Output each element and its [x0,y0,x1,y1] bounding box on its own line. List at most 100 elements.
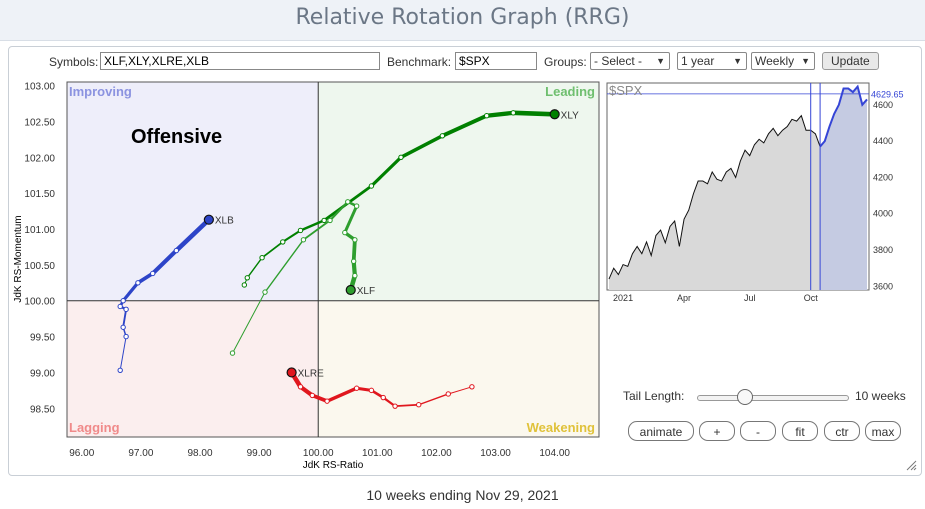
groups-select-value: - Select - [594,54,643,68]
benchmark-highlight-area [820,86,867,290]
tail-point [229,350,236,356]
benchmark-area [609,115,821,291]
tail-segment [510,110,557,117]
series-label: XLF [357,286,375,297]
frequency-select-value: Weekly [755,54,795,68]
y-tick-label: 103.00 [24,82,55,93]
tail-point [327,217,333,224]
period-select[interactable]: 1 year ▼ [677,52,747,70]
zoom-in-button[interactable]: + [699,421,735,441]
tail-segment [150,248,179,276]
series-label: XLRE [298,368,324,379]
chevron-down-icon: ▼ [733,56,742,66]
benchmark-y-tick-label: 3800 [873,245,893,255]
y-tick-label: 99.00 [30,368,55,379]
x-tick-label: 103.00 [480,448,511,459]
tail-point [120,324,126,330]
tail-length-label: Tail Length: [623,389,685,403]
tail-point [469,384,475,390]
series-xlb-head[interactable] [203,214,214,225]
tail-point [123,306,129,313]
tail-length-slider-handle[interactable] [737,389,753,405]
series-xly-head[interactable] [549,109,560,120]
series-xlb-tail[interactable]: XLB [117,214,234,374]
tail-length-slider[interactable] [697,395,849,401]
frequency-select[interactable]: Weekly ▼ [751,52,815,70]
tail-segment [122,308,128,329]
y-tick-label: 101.00 [24,225,55,236]
x-tick-label: 102.00 [421,448,452,459]
tail-point [324,398,330,404]
tail-segment [484,110,516,118]
tail-point [321,217,327,224]
tail-segment [119,336,127,371]
benchmark-y-tick-label: 4400 [873,136,893,146]
period-select-value: 1 year [681,54,715,68]
series-label: XLB [215,216,234,227]
tail-point [368,387,375,394]
series-xlre-tail[interactable]: XLRE [286,367,475,409]
y-tick-label: 99.50 [30,333,55,344]
series-xlf-head[interactable] [345,284,356,296]
animate-button[interactable]: animate [628,421,694,441]
rrg-panel: Symbols: Benchmark: Groups: - Select - ▼… [8,46,922,476]
symbols-input[interactable] [100,52,380,70]
tail-point [300,237,307,243]
tail-segment [399,134,445,160]
center-button[interactable]: ctr [824,421,860,441]
tail-point [510,110,516,116]
groups-label: Groups: [544,55,587,69]
tail-point [398,154,404,161]
zoom-out-button[interactable]: - [740,421,776,441]
tail-point [280,239,286,245]
groups-select[interactable]: - Select - ▼ [590,52,670,70]
y-tick-label: 100.50 [24,261,55,272]
benchmark-x-tick-label: 2021 [613,293,633,303]
tail-point [445,391,451,397]
y-tick-label: 102.00 [24,153,55,164]
series-label: XLY [561,110,579,121]
x-tick-label: 99.00 [247,448,272,459]
benchmark-highlight-line [819,84,868,148]
tail-segment [328,200,349,222]
rrg-chart[interactable]: Improving Leading Lagging Weakening Offe… [9,75,609,471]
tail-point [368,183,375,189]
x-tick-label: 101.00 [362,448,393,459]
tail-segment [418,393,449,406]
benchmark-input[interactable] [455,52,537,70]
tail-segment [369,155,403,188]
maximize-button[interactable]: max [865,421,901,441]
fit-button[interactable]: fit [782,421,818,441]
x-tick-label: 97.00 [128,448,153,459]
quadrant-label-improving: Improving [69,84,132,99]
quadrant-lagging-bg [67,300,319,437]
series-xlf-tail[interactable]: XLF [229,199,375,356]
quadrant-label-lagging: Lagging [69,420,120,435]
tail-segment [136,271,155,285]
offensive-annotation: Offensive [131,126,222,148]
update-button[interactable]: Update [822,52,879,70]
x-tick-label: 100.00 [303,448,334,459]
tail-segment [302,219,331,241]
tail-segment [121,281,140,303]
tail-segment [281,229,302,243]
y-axis-label: JdK RS-Momentum [13,215,24,302]
toolbar: Symbols: Benchmark: Groups: - Select - ▼… [9,47,921,77]
tail-point [123,333,129,340]
tail-point [350,258,357,264]
tail-point [342,229,348,236]
tail-point [483,113,490,119]
plot-frame [66,81,600,438]
series-xlre-head[interactable] [286,367,297,378]
tail-point [297,384,304,390]
benchmark-label: Benchmark: [387,55,452,69]
x-tick-label: 96.00 [69,448,94,459]
benchmark-title: $SPX [609,83,643,98]
y-tick-label: 101.50 [24,189,55,200]
resize-handle-icon[interactable] [905,459,917,471]
tail-length-value: 10 weeks [855,389,906,403]
quadrant-improving-bg [67,82,319,301]
series-xly-tail[interactable]: XLY [241,109,579,288]
tail-point [244,275,250,281]
benchmark-y-tick-label: 4200 [873,172,893,182]
